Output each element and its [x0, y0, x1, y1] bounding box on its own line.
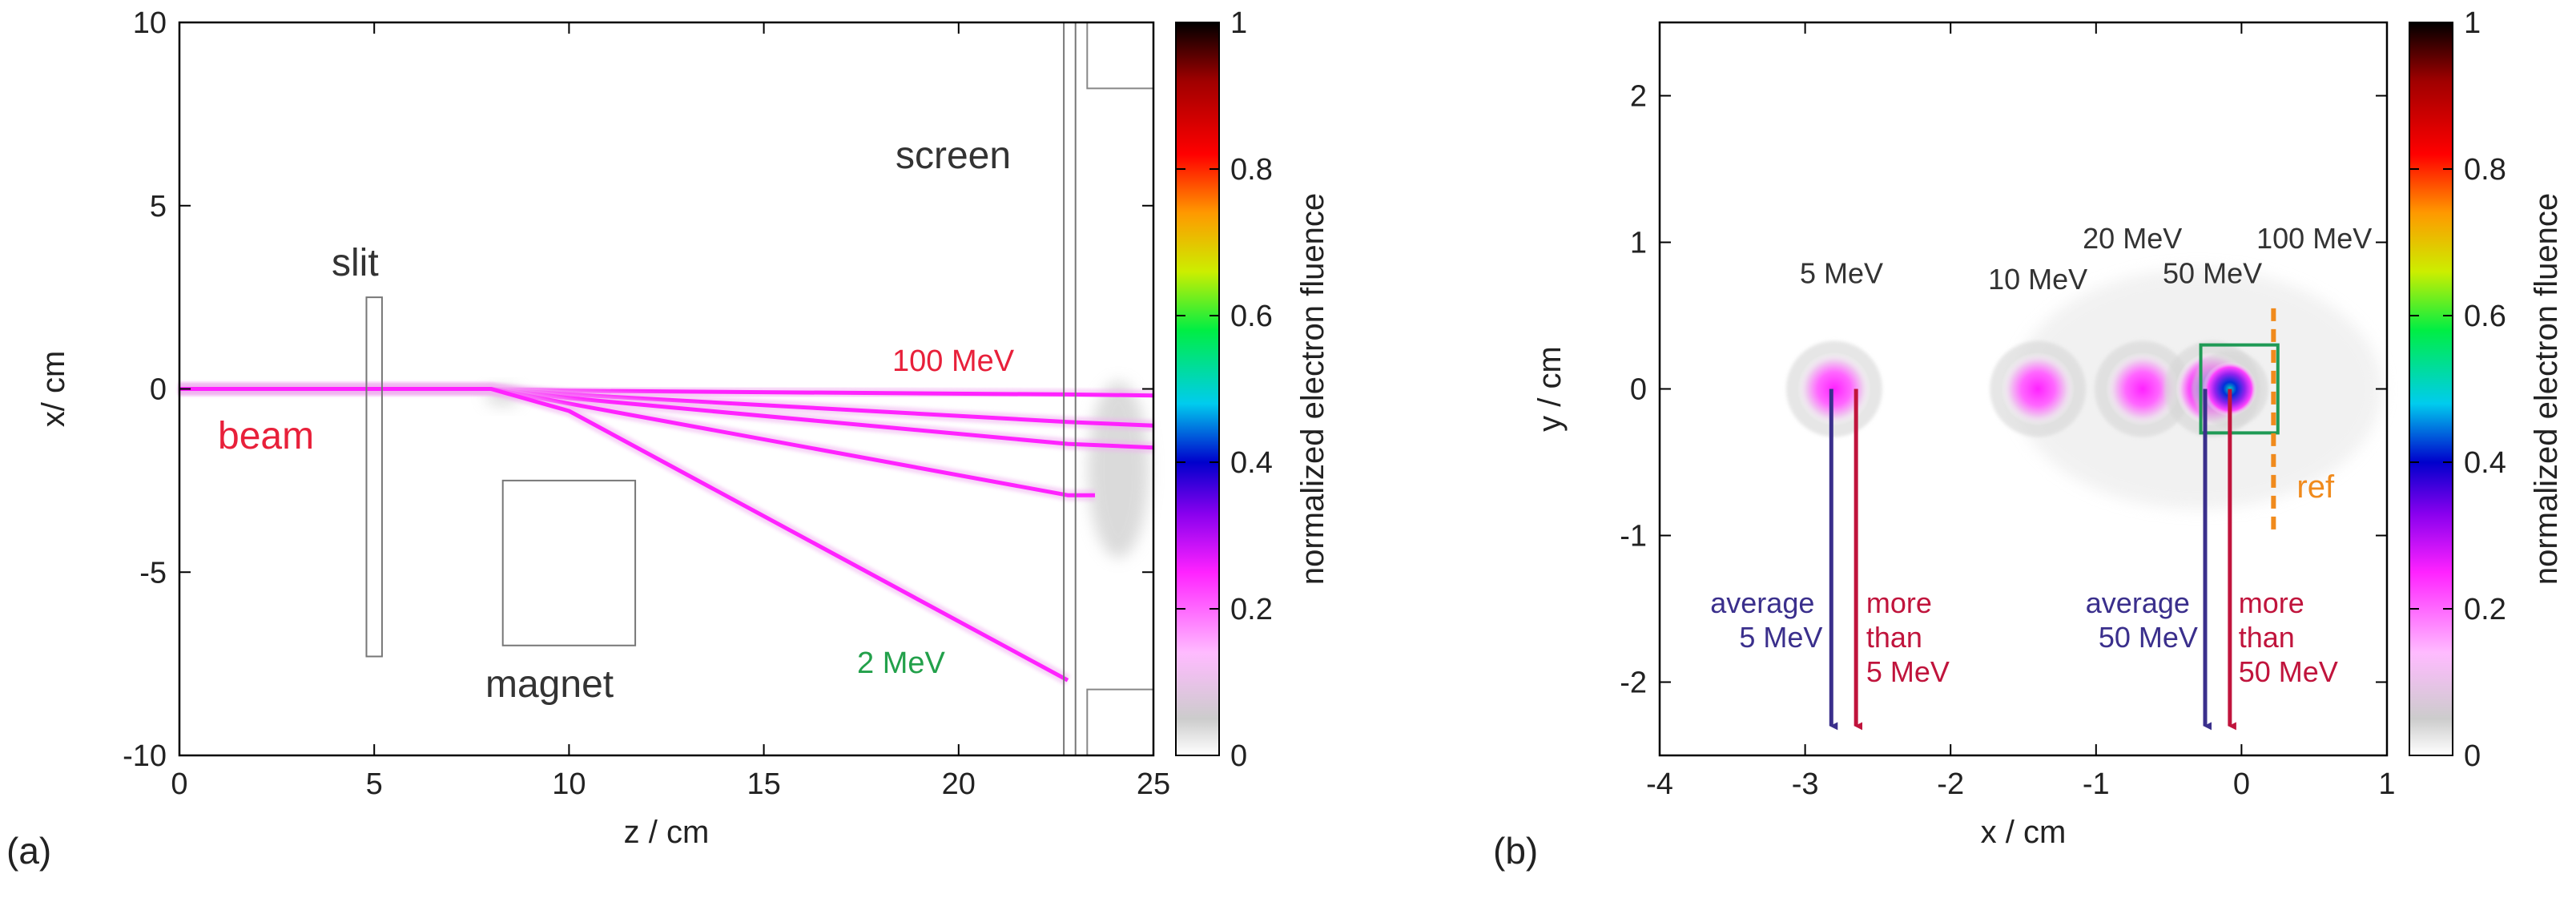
x-tick-label-a: 10 [552, 767, 586, 801]
panel-label-b: (b) [1493, 830, 1538, 872]
colorbar-tick-label: 0 [1230, 739, 1247, 773]
colorbar-tick-label: 0.6 [1230, 300, 1273, 333]
screen-label: screen [896, 135, 1011, 177]
more-than-5mev-label: more than 5 MeV [1866, 586, 1950, 688]
x-tick-label-a: 0 [171, 767, 187, 801]
slit-label: slit [332, 242, 379, 284]
x-tick-label-b: -4 [1646, 767, 1673, 801]
average-5mev-label: average 5 MeV [1710, 586, 1822, 654]
overlays [1829, 308, 2280, 731]
average-5mev-line1: average [1710, 586, 1814, 619]
roi-box [2199, 343, 2280, 435]
x-tick-label-a: 5 [366, 767, 383, 801]
fluence-spots [1785, 268, 2382, 509]
colorbar-tick-label: 0.4 [2464, 446, 2506, 480]
y-tick-label-a: -5 [139, 556, 167, 590]
colorbar-gradient [1175, 22, 1220, 756]
energy-label: 50 MeV [2163, 257, 2262, 290]
y-tick-label-b: -1 [1620, 520, 1647, 554]
more-5mev-line3: 5 MeV [1866, 655, 1950, 688]
colorbar-tick-label: 0.6 [2464, 300, 2506, 333]
colorbar-label-b: normalized electron fluence [2529, 193, 2564, 585]
corner-box [1086, 22, 1155, 90]
y-tick-label-b: 1 [1630, 227, 1647, 260]
screen-scatter-halo [1088, 381, 1149, 558]
x-tick-label-b: -3 [1792, 767, 1819, 801]
x-tick-label-a: 20 [942, 767, 976, 801]
y-tick-label-b: 0 [1630, 373, 1647, 407]
spot-20mev [2105, 352, 2180, 426]
energy-label: 5 MeV [1800, 257, 1883, 290]
y-tick-label-a: 10 [133, 6, 167, 40]
colorbar-tick-label: 1 [1230, 6, 1247, 40]
energy-label: 20 MeV [2083, 222, 2182, 255]
energy-label: 10 MeV [1988, 263, 2087, 296]
energy-label-2mev: 2 MeV [857, 646, 945, 680]
magnet-rect [501, 479, 637, 646]
y-tick-label-b: 2 [1630, 80, 1647, 114]
y-axis-label-b: y / cm [1532, 346, 1568, 432]
beam-label: beam [218, 415, 314, 457]
y-tick-label-b: -2 [1620, 666, 1647, 700]
axis-ticks-a: 0 5 10 15 20 25 -10 -5 0 5 10 [123, 6, 1170, 801]
more-50mev-line2: than [2239, 621, 2295, 654]
colorbar-tick-label: 0.2 [2464, 593, 2506, 626]
x-tick-label-b: -2 [1937, 767, 1964, 801]
more-50mev-line1: more [2239, 586, 2304, 619]
colorbar-a: 0 0.2 0.4 0.6 0.8 1 [1175, 6, 1273, 773]
corner-box [1086, 688, 1155, 757]
colorbar-label-a: normalized electron fluence [1295, 193, 1330, 585]
magnet-label: magnet [485, 663, 614, 706]
colorbar-tick-label: 0.4 [1230, 446, 1273, 480]
energy-label: 100 MeV [2256, 222, 2372, 255]
average-50mev-line1: average [2086, 586, 2190, 619]
more-50mev-line3: 50 MeV [2239, 655, 2338, 688]
x-tick-label-a: 25 [1137, 767, 1170, 801]
y-axis-label-a: x/ cm [36, 351, 71, 428]
colorbar-b: 0 0.2 0.4 0.6 0.8 1 [2409, 6, 2506, 773]
average-50mev-label: average 50 MeV [2086, 586, 2198, 654]
ref-label: ref [2296, 469, 2335, 505]
more-5mev-line1: more [1866, 586, 1932, 619]
spot-10mev [2001, 352, 2075, 426]
panel-label-a: (a) [6, 830, 51, 872]
energy-label-100mev: 100 MeV [892, 344, 1015, 378]
colorbar-tick-label: 0 [2464, 739, 2481, 773]
x-tick-label-a: 15 [747, 767, 780, 801]
more-5mev-line2: than [1866, 621, 1922, 654]
y-tick-label-a: 5 [150, 190, 167, 223]
spot-5mev [1797, 352, 1871, 426]
colorbar-tick-label: 0.8 [2464, 153, 2506, 187]
x-tick-label-b: 1 [2378, 767, 2395, 801]
colorbar-gradient [2409, 22, 2453, 756]
x-tick-label-b: -1 [2083, 767, 2110, 801]
axis-ticks-b: -4 -3 -2 -1 0 1 -2 -1 0 1 2 [1620, 22, 2396, 801]
slit-rect [365, 296, 383, 658]
y-tick-label-a: -10 [123, 739, 167, 773]
y-tick-label-a: 0 [150, 373, 167, 407]
average-5mev-line2: 5 MeV [1739, 621, 1822, 654]
more-than-50mev-label: more than 50 MeV [2239, 586, 2338, 688]
x-axis-label-b: x / cm [1981, 815, 2067, 850]
x-axis-label-a: z / cm [624, 815, 710, 850]
colorbar-tick-label: 0.8 [1230, 153, 1273, 187]
average-50mev-line2: 50 MeV [2099, 621, 2198, 654]
colorbar-tick-label: 1 [2464, 6, 2481, 40]
trajectory-group [179, 383, 1154, 686]
colorbar-tick-label: 0.2 [1230, 593, 1273, 626]
x-tick-label-b: 0 [2233, 767, 2250, 801]
